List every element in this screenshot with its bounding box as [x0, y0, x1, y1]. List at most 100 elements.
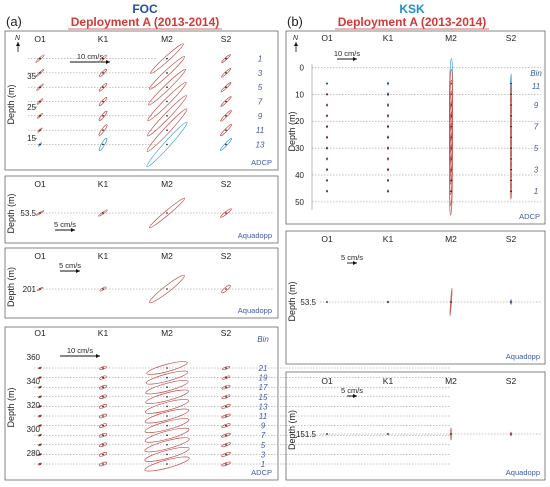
ellipse-center-dot	[387, 82, 389, 85]
tidal-ellipse	[221, 394, 231, 400]
ellipse-center-dot	[510, 125, 512, 128]
ellipse-center-dot	[510, 168, 512, 171]
ellipse-center-dot	[166, 424, 168, 427]
y-axis-label: Depth (m)	[6, 193, 16, 233]
constituent-header: K1	[383, 33, 394, 43]
bin-label: 5	[258, 83, 263, 92]
scale-bar-arrowhead	[106, 60, 110, 64]
panel-frame	[4, 247, 279, 319]
ellipse-center-dot	[510, 158, 512, 160]
panel-b2: O1 K1 M2 S2 Depth (m) Aquadopp 5 cm/s 53.5	[285, 230, 546, 365]
bin-label: 9	[258, 112, 263, 121]
depth-tick-label: 10	[295, 90, 304, 99]
tidal-ellipse	[219, 137, 233, 151]
y-axis-label: Depth (m)	[6, 267, 16, 307]
instrument-label: Aquadopp	[238, 231, 272, 240]
ellipse-center-dot	[166, 288, 168, 290]
ellipse-center-dot	[39, 100, 41, 103]
ellipse-center-dot	[102, 396, 104, 398]
ellipse-center-dot	[166, 57, 168, 60]
ellipse-center-dot	[450, 179, 452, 182]
ellipse-center-dot	[166, 453, 168, 456]
tidal-ellipse	[449, 166, 453, 216]
constituent-header: M2	[445, 33, 457, 43]
scale-bar-label: 5 cm/s	[54, 220, 76, 229]
scale-bar-label: 10 cm/s	[77, 52, 104, 61]
ellipse-center-dot	[166, 396, 168, 398]
tidal-ellipse	[98, 404, 108, 409]
tidal-ellipse	[221, 54, 231, 64]
ellipse-center-dot	[39, 434, 41, 437]
ellipse-center-dot	[326, 301, 328, 303]
ellipse-center-dot	[225, 376, 227, 379]
bin-label: 7	[261, 431, 266, 440]
ellipse-center-dot	[326, 179, 328, 182]
constituent-header: K1	[98, 251, 109, 261]
constituent-header: S2	[506, 376, 517, 386]
ellipse-center-dot	[102, 115, 104, 117]
constituent-header: M2	[161, 179, 173, 189]
tidal-ellipse	[221, 413, 231, 419]
constituent-header: O1	[34, 328, 46, 338]
bin-label: 13	[259, 402, 268, 411]
panel-a3: O1 K1 M2 S2 Depth (m) Aquadopp 5 cm/s 201	[4, 247, 279, 319]
ellipse-center-dot	[39, 57, 41, 60]
ellipse-center-dot	[166, 415, 168, 417]
tidal-ellipse	[98, 442, 108, 448]
depth-tick-label: 50	[295, 198, 304, 207]
tidal-ellipse	[220, 96, 232, 107]
tidal-ellipse	[221, 442, 231, 448]
ellipse-center-dot	[387, 104, 389, 106]
panel-frame	[285, 30, 546, 225]
constituent-header: M2	[161, 34, 173, 44]
bin-label: 3	[534, 166, 539, 175]
tidal-ellipse	[221, 404, 231, 409]
ellipse-center-dot	[225, 115, 227, 117]
ellipse-center-dot	[326, 433, 328, 435]
constituent-header: O1	[321, 376, 333, 386]
depth-tick-label: 40	[295, 171, 304, 180]
north-label: N	[293, 35, 299, 42]
tidal-ellipse	[99, 365, 107, 371]
ellipse-center-dot	[326, 147, 328, 149]
ellipse-center-dot	[166, 212, 168, 214]
constituent-header: O1	[34, 251, 46, 261]
ellipse-center-dot	[225, 453, 227, 456]
ellipse-center-dot	[510, 179, 512, 182]
ellipse-center-dot	[39, 453, 41, 456]
y-axis-label: Depth (m)	[287, 281, 297, 321]
ellipse-center-dot	[39, 86, 41, 88]
tidal-ellipse	[99, 54, 107, 63]
ellipse-center-dot	[166, 129, 168, 131]
scale-bar-label: 10 cm/s	[334, 49, 361, 58]
constituent-header: M2	[445, 376, 457, 386]
tidal-ellipse	[147, 95, 187, 137]
north-arrow-head	[294, 42, 298, 46]
tidal-ellipse	[144, 456, 190, 472]
ellipse-center-dot	[510, 433, 512, 435]
ellipse-center-dot	[450, 433, 452, 435]
ellipse-center-dot	[326, 190, 328, 192]
tidal-ellipse	[144, 446, 190, 462]
ellipse-center-dot	[102, 424, 104, 427]
constituent-header: O1	[321, 33, 333, 43]
y-axis-label: Depth (m)	[287, 410, 297, 450]
instrument-label: ADCP	[251, 468, 272, 477]
panel-b-site-title: KSK	[399, 2, 425, 16]
tidal-ellipse	[146, 361, 188, 375]
ellipse-center-dot	[510, 147, 512, 149]
ellipse-center-dot	[326, 168, 328, 171]
ellipse-center-dot	[166, 115, 168, 117]
ellipse-center-dot	[450, 190, 452, 192]
ellipse-center-dot	[510, 136, 512, 139]
scale-bar-arrowhead	[353, 261, 357, 265]
scale-bar-label: 5 cm/s	[341, 253, 363, 262]
scale-bar-arrowhead	[76, 269, 80, 273]
ellipse-center-dot	[166, 434, 168, 437]
panel-a-deployment-title: Deployment A (2013-2014)	[71, 15, 220, 29]
panel-frame	[285, 371, 546, 481]
ellipse-center-dot	[166, 376, 168, 379]
ellipse-center-dot	[387, 115, 389, 117]
